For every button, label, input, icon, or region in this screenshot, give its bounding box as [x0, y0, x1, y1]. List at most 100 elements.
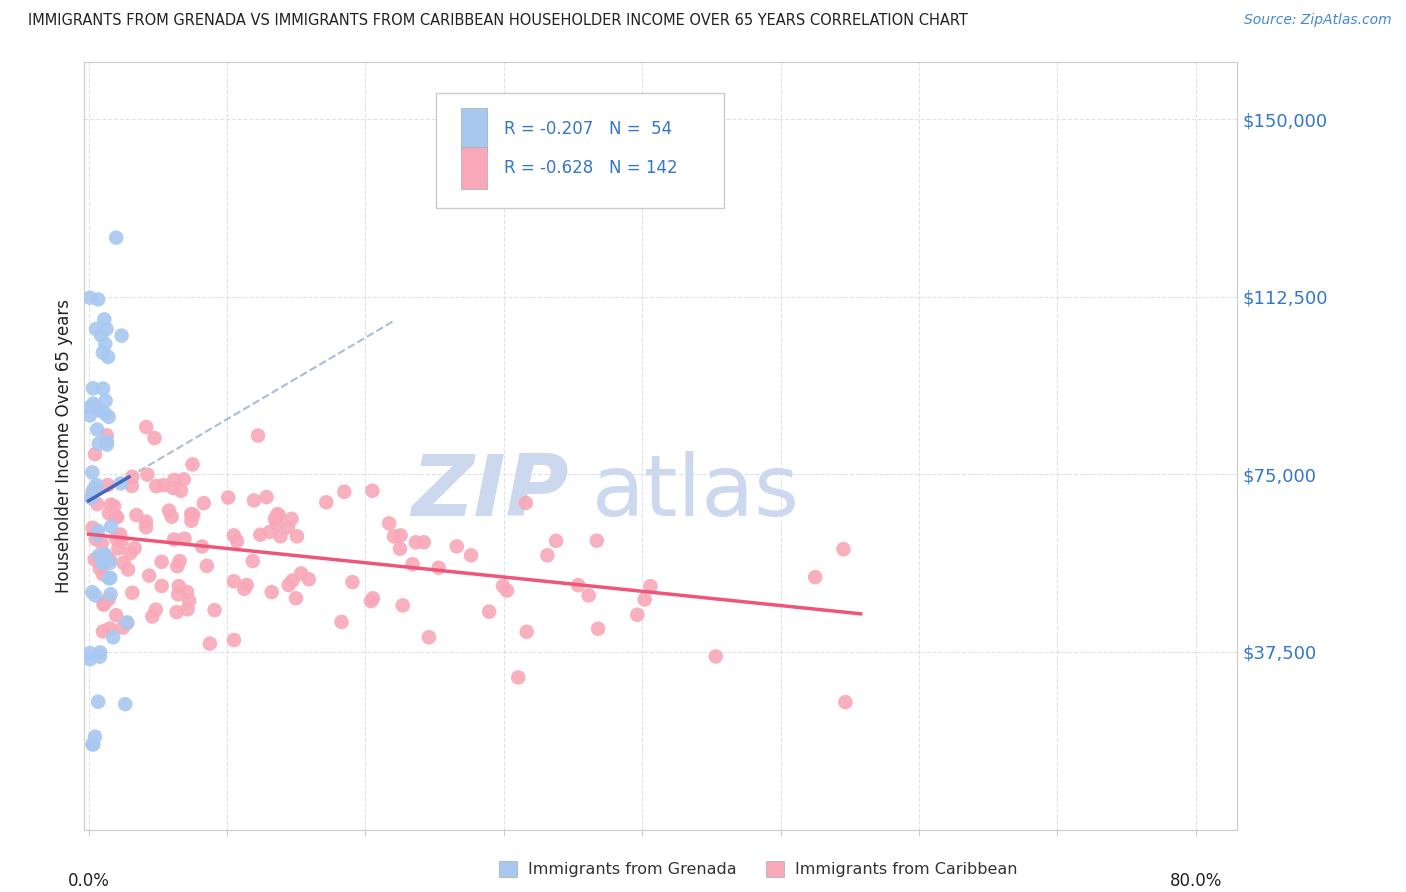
- Point: [93, 598, 115, 612]
- Text: IMMIGRANTS FROM GRENADA VS IMMIGRANTS FROM CARIBBEAN HOUSEHOLDER INCOME OVER 65 : IMMIGRANTS FROM GRENADA VS IMMIGRANTS FR…: [28, 13, 967, 29]
- Text: atlas: atlas: [592, 450, 800, 533]
- Point: [121, 479, 143, 493]
- Point: [93, 596, 115, 610]
- Point: [634, 592, 657, 607]
- Point: [86, 528, 108, 542]
- Text: Immigrants from Caribbean: Immigrants from Caribbean: [796, 863, 1018, 877]
- Point: [79, 291, 101, 305]
- Point: [256, 490, 278, 504]
- Point: [360, 594, 382, 608]
- Point: [269, 529, 291, 543]
- Point: [460, 549, 482, 563]
- Point: [97, 506, 120, 520]
- Point: [478, 605, 501, 619]
- Point: [150, 555, 173, 569]
- Point: [249, 527, 271, 541]
- Point: [97, 350, 120, 364]
- Point: [105, 510, 128, 524]
- Point: [145, 602, 167, 616]
- Point: [378, 516, 401, 531]
- Point: [101, 630, 124, 644]
- Point: [704, 649, 727, 664]
- Point: [492, 579, 515, 593]
- Point: [103, 500, 125, 514]
- Point: [86, 497, 108, 511]
- Point: [83, 552, 105, 566]
- Point: [79, 652, 101, 666]
- Point: [96, 428, 118, 442]
- Point: [84, 532, 107, 546]
- Point: [180, 514, 202, 528]
- Point: [515, 496, 537, 510]
- Point: [100, 498, 122, 512]
- Point: [166, 605, 188, 619]
- Point: [259, 524, 281, 539]
- Text: 80.0%: 80.0%: [1170, 871, 1222, 889]
- Point: [98, 571, 121, 585]
- Point: [222, 528, 245, 542]
- Point: [180, 507, 202, 521]
- Point: [152, 478, 174, 492]
- Point: [84, 589, 107, 603]
- Point: [163, 533, 186, 547]
- Point: [135, 420, 157, 434]
- Point: [496, 583, 519, 598]
- Point: [427, 560, 450, 574]
- Point: [87, 293, 110, 307]
- Point: [98, 556, 121, 570]
- Point: [96, 434, 118, 449]
- Point: [98, 552, 121, 566]
- Point: [191, 540, 214, 554]
- Point: [82, 466, 104, 480]
- Text: ZIP: ZIP: [411, 450, 568, 533]
- Point: [412, 535, 434, 549]
- Point: [217, 491, 239, 505]
- Point: [157, 503, 180, 517]
- Point: [93, 312, 115, 326]
- Point: [585, 533, 607, 548]
- Point: [97, 592, 120, 607]
- Point: [124, 541, 146, 556]
- Point: [82, 737, 104, 751]
- Point: [89, 645, 111, 659]
- Point: [418, 630, 440, 644]
- Point: [89, 561, 111, 575]
- Point: [169, 554, 191, 568]
- Point: [446, 540, 468, 554]
- Point: [117, 562, 139, 576]
- Point: [93, 556, 115, 570]
- Text: R = -0.628   N = 142: R = -0.628 N = 142: [503, 159, 678, 177]
- Point: [290, 566, 312, 581]
- Point: [266, 516, 288, 531]
- Point: [115, 615, 138, 630]
- Text: Immigrants from Grenada: Immigrants from Grenada: [529, 863, 737, 877]
- Point: [120, 546, 142, 560]
- Point: [87, 524, 110, 538]
- Point: [94, 407, 117, 421]
- Point: [86, 478, 108, 492]
- Point: [79, 409, 101, 423]
- Point: [193, 496, 215, 510]
- Point: [105, 608, 128, 623]
- Point: [80, 491, 103, 505]
- Point: [96, 437, 118, 451]
- Point: [91, 382, 114, 396]
- Point: [110, 328, 132, 343]
- Point: [96, 322, 118, 336]
- FancyBboxPatch shape: [461, 147, 486, 189]
- Point: [112, 556, 135, 570]
- Point: [361, 483, 384, 498]
- Point: [135, 520, 157, 534]
- Point: [586, 622, 609, 636]
- Point: [170, 483, 193, 498]
- Point: [508, 670, 530, 684]
- Point: [222, 574, 245, 589]
- Point: [87, 695, 110, 709]
- Point: [281, 574, 304, 588]
- FancyBboxPatch shape: [436, 93, 724, 208]
- Point: [150, 579, 173, 593]
- Text: 0.0%: 0.0%: [67, 871, 110, 889]
- Point: [163, 473, 186, 487]
- Point: [277, 520, 299, 534]
- Point: [167, 587, 190, 601]
